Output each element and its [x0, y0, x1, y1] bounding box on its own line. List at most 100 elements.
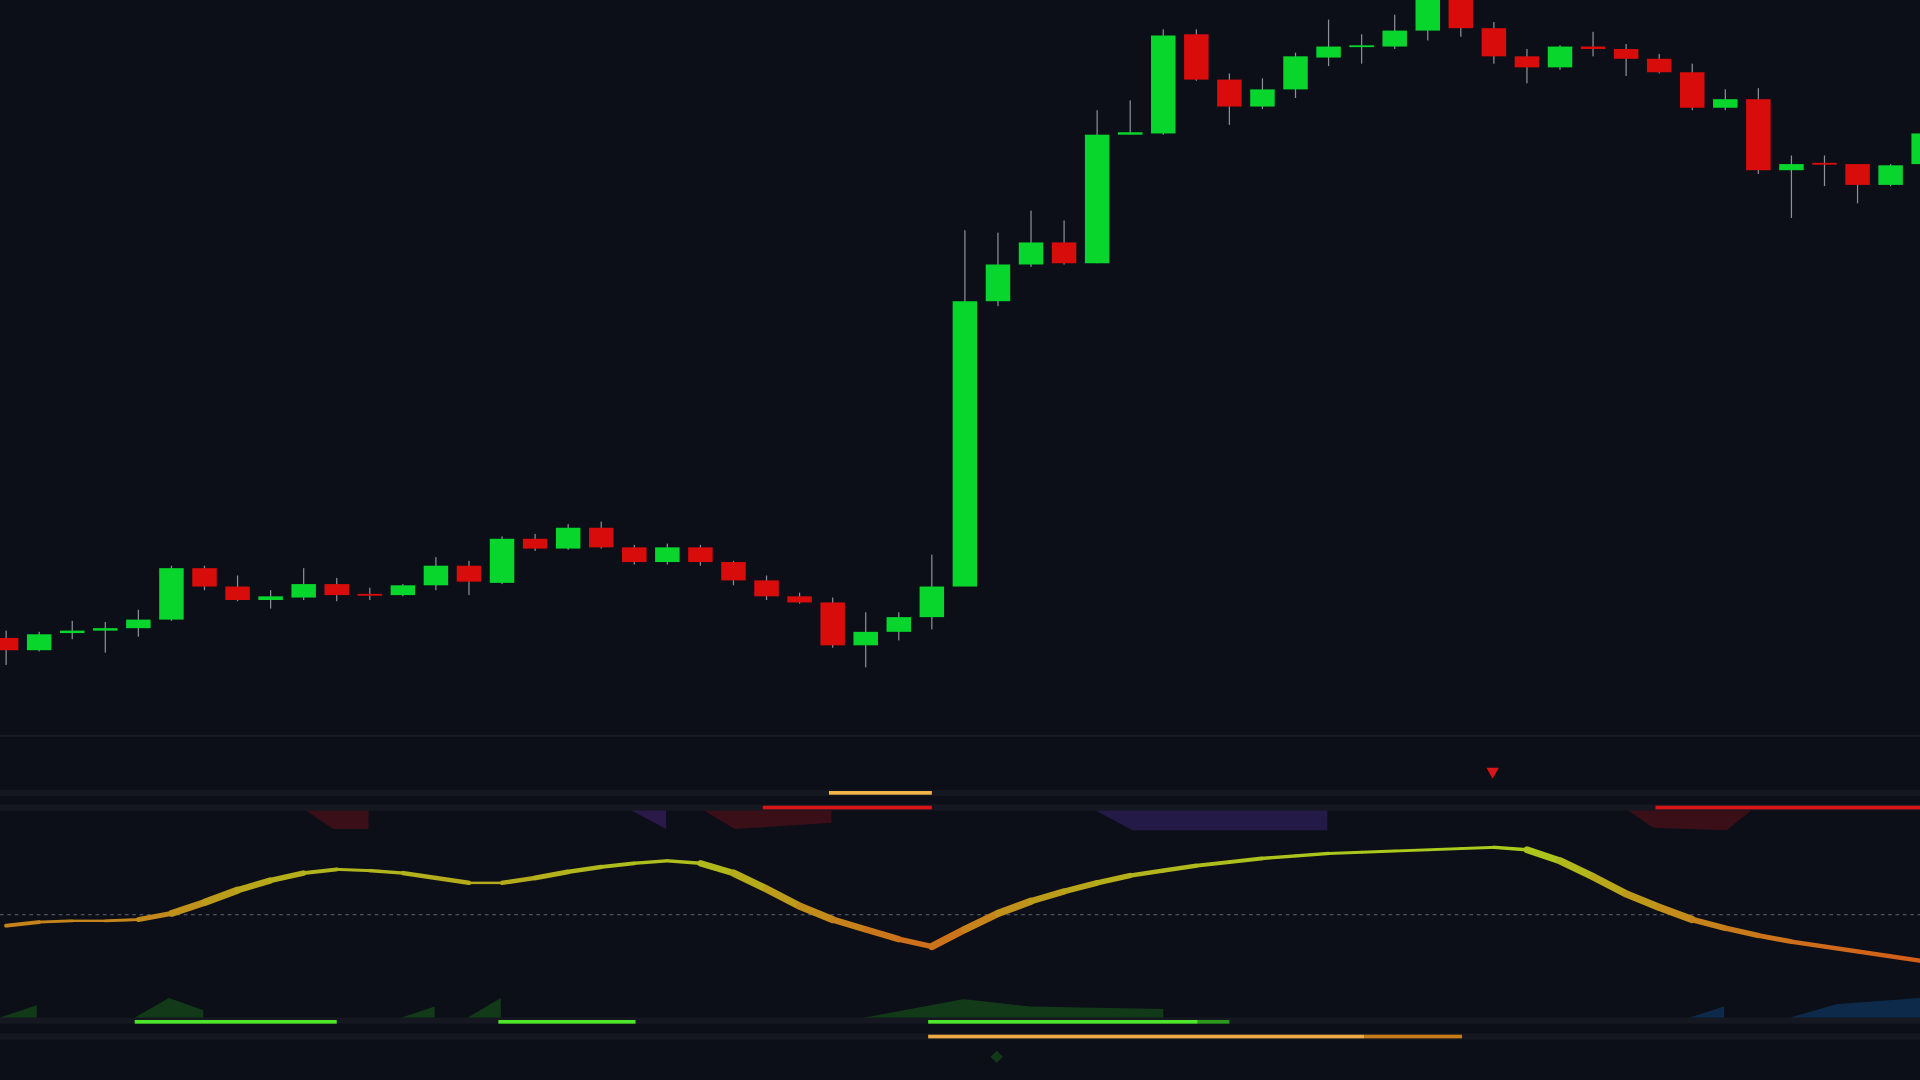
oscillator-segment [632, 859, 670, 865]
candle-body [192, 568, 217, 587]
candle-body [1349, 45, 1374, 48]
oscillator-segment [896, 936, 935, 950]
candle-body [1481, 28, 1507, 57]
candle-body [1646, 58, 1672, 73]
oscillator-segment [1722, 925, 1762, 939]
shade [1095, 810, 1328, 831]
oscillator-segment [1888, 954, 1920, 963]
candle-body [291, 584, 316, 598]
candle-body [820, 602, 845, 646]
signal-band [762, 805, 932, 810]
oscillator-segment [301, 867, 339, 876]
candle-body [655, 547, 680, 563]
candle-body [60, 630, 85, 634]
oscillator-segment [234, 877, 274, 894]
oscillator-segment [1161, 863, 1199, 873]
oscillator-segment [795, 902, 837, 924]
shade [401, 1006, 435, 1018]
candle-body [1613, 48, 1639, 59]
oscillator-segment [532, 869, 571, 881]
oscillator-segment [103, 918, 140, 923]
oscillator-segment [1027, 888, 1068, 905]
oscillator-segment [928, 925, 969, 951]
oscillator-segment [565, 864, 604, 875]
candle-body [721, 562, 746, 581]
candle-body [985, 264, 1011, 302]
candle-body [1746, 99, 1771, 171]
signal-band [1364, 1034, 1463, 1039]
oscillator-segment [135, 911, 174, 923]
sell-marker [1486, 767, 1499, 779]
candle-body [0, 637, 19, 651]
oscillator-segment [267, 870, 307, 884]
signal-band [498, 1020, 636, 1024]
candle-body [886, 617, 912, 632]
candle-body [159, 568, 184, 620]
oscillator-segment [762, 885, 804, 910]
oscillator-segment [829, 916, 869, 933]
oscillator-segment [1622, 890, 1663, 912]
candle-body [588, 527, 614, 548]
oscillator-segment [1459, 845, 1496, 851]
oscillator-segment [1360, 849, 1397, 854]
candle-body [93, 628, 118, 631]
oscillator-segment [168, 899, 208, 917]
candle-body [1117, 132, 1143, 135]
buy-marker [990, 1050, 1003, 1063]
candle-body [1911, 133, 1920, 165]
oscillator-segment [862, 926, 902, 943]
candle-body [1878, 165, 1903, 185]
candle-body [390, 585, 416, 596]
candle-body [853, 631, 878, 646]
shade [864, 999, 1164, 1018]
candle-body [1680, 72, 1705, 108]
candle-body [952, 301, 978, 587]
shade [134, 997, 204, 1018]
oscillator-segment [37, 919, 74, 924]
signal-band [1655, 805, 1920, 810]
oscillator-segment [1589, 873, 1630, 898]
oscillator-segment [4, 920, 42, 928]
candle-body [1845, 164, 1870, 185]
signal-band [928, 1034, 1365, 1039]
indicator-bands [0, 767, 1920, 1063]
oscillator-segment [1523, 846, 1564, 865]
oscillator-segment [1855, 949, 1893, 959]
candle-body [919, 586, 945, 618]
oscillator-segment [1822, 944, 1860, 954]
oscillator-segment [1789, 939, 1827, 949]
oscillator-segment [1327, 850, 1364, 855]
candle-body [1184, 34, 1209, 80]
oscillator-segment [729, 869, 771, 893]
oscillator-segment [599, 861, 637, 869]
candle-body [1812, 162, 1837, 165]
candle-body [1779, 164, 1804, 171]
candle-body [423, 565, 449, 586]
shade [704, 810, 832, 829]
shade [1790, 997, 1920, 1018]
candle-body [688, 547, 713, 563]
oscillator-segment [665, 859, 703, 865]
shade [0, 1005, 37, 1018]
signal-band [828, 791, 932, 795]
oscillator-segment [1094, 872, 1133, 886]
oscillator-segment [335, 867, 372, 873]
shade [306, 810, 369, 829]
oscillator-segment [433, 875, 472, 886]
candle-body [225, 586, 250, 600]
candle-body [258, 596, 283, 600]
oscillator-segment [994, 897, 1035, 918]
candle-body [754, 580, 779, 597]
candle-body [1283, 56, 1308, 90]
candle-body [1382, 30, 1407, 47]
oscillator-segment [368, 868, 405, 875]
oscillator-segment [1755, 933, 1794, 945]
band-track [0, 804, 1920, 811]
candle-body [456, 565, 482, 582]
shade [631, 810, 667, 829]
oscillator-segment [1061, 879, 1101, 895]
candle-body [622, 547, 647, 563]
candle-body [1151, 35, 1176, 134]
